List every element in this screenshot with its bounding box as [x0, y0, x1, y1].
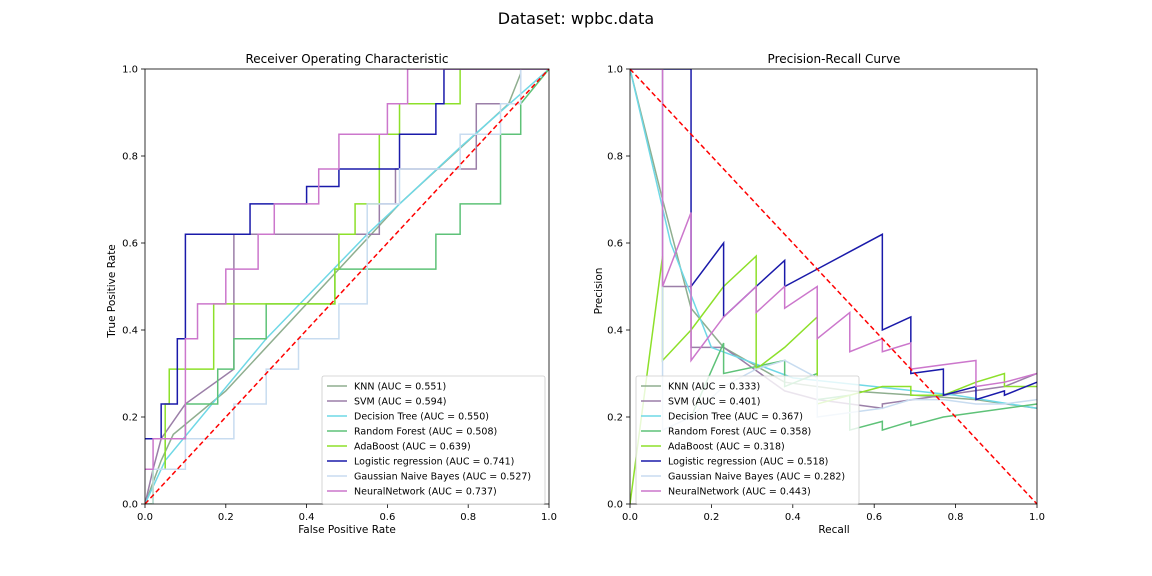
pr-ytick-label: 1.0	[607, 65, 623, 76]
roc-panel: Receiver Operating Characteristic False …	[106, 52, 557, 536]
roc-legend-entry: Gaussian Naive Bayes (AUC = 0.527)	[354, 472, 531, 483]
pr-legend-entry: Decision Tree (AUC = 0.367)	[668, 412, 803, 423]
roc-xtick-label: 0.8	[460, 512, 476, 523]
roc-legend-entry: Random Forest (AUC = 0.508)	[354, 427, 497, 438]
roc-xtick-label: 1.0	[541, 512, 557, 523]
pr-ytick-label: 0.4	[607, 326, 623, 337]
pr-xtick-label: 0.0	[622, 512, 638, 523]
pr-ytick-label: 0.8	[607, 152, 623, 163]
pr-legend: KNN (AUC = 0.333) SVM (AUC = 0.401) Decisi…	[635, 375, 860, 505]
pr-xtick-label: 0.4	[785, 512, 801, 523]
roc-legend-box	[321, 375, 546, 505]
pr-legend-entry: Gaussian Naive Bayes (AUC = 0.282)	[668, 472, 845, 483]
roc-series-neuralnetwork	[145, 69, 549, 470]
pr-xtick-label: 0.6	[866, 512, 882, 523]
roc-title: Receiver Operating Characteristic	[245, 52, 448, 66]
pr-title: Precision-Recall Curve	[768, 52, 901, 66]
roc-legend-entry: Logistic regression (AUC = 0.741)	[354, 457, 514, 468]
pr-ytick-label: 0.6	[607, 239, 623, 250]
pr-ytick-label: 0.0	[607, 500, 623, 511]
roc-xtick-label: 0.4	[299, 512, 315, 523]
pr-legend-entry: KNN (AUC = 0.333)	[668, 382, 760, 393]
roc-legend-entry: NeuralNetwork (AUC = 0.737)	[354, 487, 497, 498]
roc-legend-entry: Decision Tree (AUC = 0.550)	[354, 412, 489, 423]
roc-series-adaboost	[145, 69, 549, 504]
roc-ytick-label: 1.0	[122, 65, 138, 76]
roc-legend-entry: AdaBoost (AUC = 0.639)	[354, 442, 471, 453]
roc-ytick-label: 0.4	[122, 326, 138, 337]
pr-legend-entry: Logistic regression (AUC = 0.518)	[668, 457, 828, 468]
pr-legend-entry: Random Forest (AUC = 0.358)	[668, 427, 811, 438]
roc-xlabel: False Positive Rate	[298, 524, 396, 536]
pr-legend-entry: NeuralNetwork (AUC = 0.443)	[668, 487, 811, 498]
pr-ylabel: Precision	[593, 268, 605, 315]
pr-series-neuralnetwork	[630, 69, 1037, 388]
roc-ylabel: True Positive Rate	[106, 244, 118, 339]
pr-xlabel: Recall	[818, 524, 849, 536]
pr-legend-entry: SVM (AUC = 0.401)	[668, 397, 760, 408]
pr-ytick-label: 0.2	[607, 413, 623, 424]
pr-panel: Precision-Recall Curve Recall Precision …	[593, 52, 1045, 536]
roc-ytick-label: 0.8	[122, 152, 138, 163]
figure-suptitle: Dataset: wpbc.data	[498, 9, 654, 28]
pr-xtick-label: 0.8	[948, 512, 964, 523]
roc-ytick-label: 0.6	[122, 239, 138, 250]
pr-xtick-label: 1.0	[1029, 512, 1045, 523]
pr-legend-box	[635, 375, 860, 505]
pr-series-logistic-regression	[630, 69, 1037, 401]
roc-ytick-label: 0.0	[122, 500, 138, 511]
roc-legend: KNN (AUC = 0.551) SVM (AUC = 0.594) Decisi…	[321, 375, 546, 505]
roc-reference-line	[144, 68, 550, 505]
roc-legend-entry: SVM (AUC = 0.594)	[354, 397, 446, 408]
roc-series-logistic-regression	[145, 69, 549, 440]
roc-series-gaussian-naive-bayes	[145, 69, 549, 504]
roc-ytick-label: 0.2	[122, 413, 138, 424]
pr-xtick-label: 0.2	[703, 512, 719, 523]
roc-xtick-label: 0.2	[218, 512, 234, 523]
roc-legend-entry: KNN (AUC = 0.551)	[354, 382, 446, 393]
roc-xtick-label: 0.0	[137, 512, 153, 523]
roc-xtick-label: 0.6	[379, 512, 395, 523]
pr-legend-entry: AdaBoost (AUC = 0.318)	[668, 442, 785, 453]
pr-reference-line	[629, 68, 1038, 505]
